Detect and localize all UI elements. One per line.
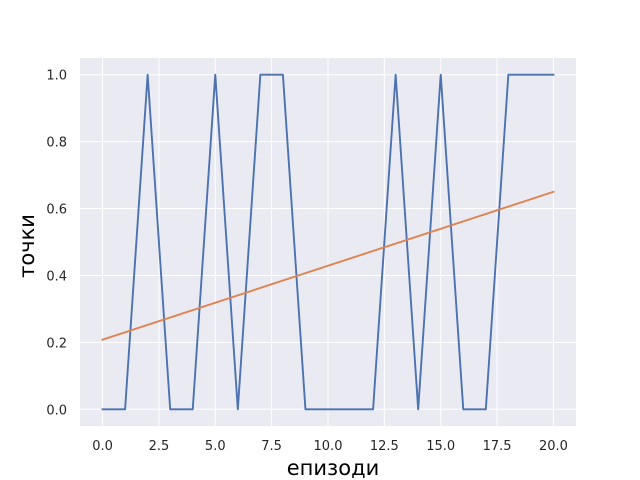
x-axis-ticks: 0.0 2.5 5.0 7.5 10.0 12.5 15.0 17.5 20.0 (92, 439, 568, 454)
y-axis-title: точки (15, 214, 39, 278)
y-axis-ticks: 0.0 0.2 0.4 0.6 0.8 1.0 (46, 69, 67, 419)
y-tick-label: 0.2 (46, 336, 67, 351)
x-tick-label: 5.0 (205, 439, 226, 454)
y-tick-label: 0.0 (46, 403, 67, 418)
x-axis-title: епизоди (287, 456, 379, 480)
y-tick-label: 0.4 (46, 269, 67, 284)
y-tick-label: 0.6 (46, 203, 67, 218)
x-tick-label: 12.5 (370, 439, 399, 454)
x-tick-label: 10.0 (314, 439, 343, 454)
x-tick-label: 2.5 (149, 439, 170, 454)
y-tick-label: 1.0 (46, 69, 67, 84)
x-tick-label: 7.5 (261, 439, 282, 454)
series-line-1 (101, 73, 555, 411)
series-layer (101, 73, 555, 411)
x-tick-label: 0.0 (92, 439, 113, 454)
x-tick-label: 20.0 (539, 439, 568, 454)
x-tick-label: 15.0 (426, 439, 455, 454)
series-line-2 (101, 190, 555, 341)
x-tick-label: 17.5 (483, 439, 512, 454)
y-tick-label: 0.8 (46, 136, 67, 151)
